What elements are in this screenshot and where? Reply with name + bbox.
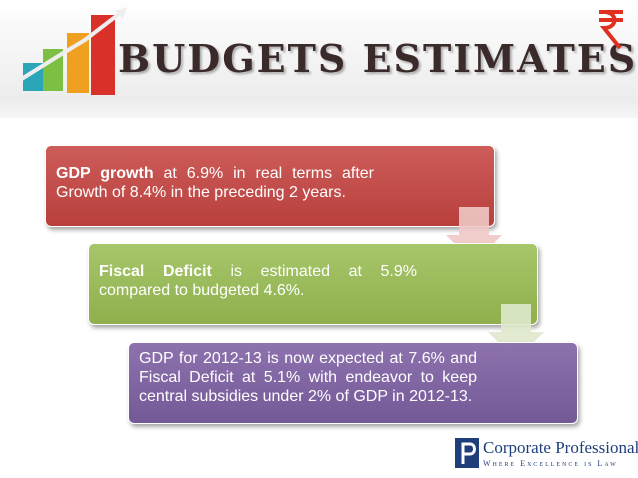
logo-name: Corporate Professionals <box>483 438 638 457</box>
box: Fiscal Deficit is estimated at 5.9% comp… <box>88 243 538 325</box>
logo-tagline: Where Excellence is Law <box>483 459 618 468</box>
title: BUDGETS ESTIMATES <box>118 36 638 81</box>
box: GDP growth at 6.9% in real terms after G… <box>45 145 495 227</box>
box: GDP for 2012-13 is now expected at 7.6% … <box>128 342 578 424</box>
bold-text: GDP growth <box>56 165 154 182</box>
bar-icon <box>18 7 127 95</box>
logo-mark <box>455 438 479 468</box>
bold-text: Fiscal Deficit <box>99 263 212 280</box>
text: is estimated at 5.9% compared to budgete… <box>99 263 417 299</box>
text: GDP for 2012-13 is now expected at 7.6% … <box>139 350 477 405</box>
logo: Corporate Professionals Where Excellence… <box>455 438 638 473</box>
text: at 6.9% in real terms after Growth of 8.… <box>56 165 374 201</box>
rupee-icon <box>599 10 623 50</box>
